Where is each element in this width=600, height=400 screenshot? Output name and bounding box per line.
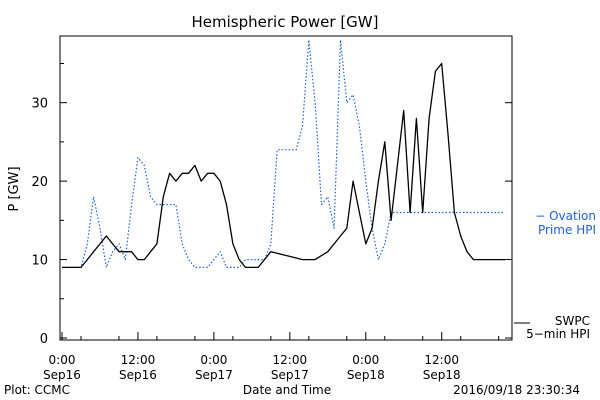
x-tick-label-time: 0:00 xyxy=(49,353,76,367)
swpc-series-line xyxy=(62,62,505,269)
y-tick-label: 0 xyxy=(40,332,48,347)
x-tick-label-date: Sep16 xyxy=(119,368,157,382)
y-axis: 0 10 20 30 xyxy=(31,62,512,347)
swpc-series xyxy=(62,62,505,269)
footer-left: Plot: CCMC xyxy=(4,383,70,397)
x-tick-label-time: 12:00 xyxy=(273,353,308,367)
x-axis: 0:00Sep1612:00Sep160:00Sep1712:00Sep170:… xyxy=(43,332,500,382)
x-tick-label-date: Sep17 xyxy=(271,368,309,382)
x-tick-label-date: Sep18 xyxy=(347,368,385,382)
y-tick-label: 10 xyxy=(31,254,48,269)
x-tick-label-time: 0:00 xyxy=(352,353,379,367)
y-tick-label: 30 xyxy=(31,97,48,112)
x-tick-label-time: 12:00 xyxy=(121,353,156,367)
footer-right: 2016/09/18 23:30:34 xyxy=(453,383,580,397)
x-tick-label-date: Sep17 xyxy=(195,368,233,382)
legend-swpc-label: SWPC xyxy=(555,314,590,328)
y-axis-label: P [GW] xyxy=(7,166,22,211)
x-tick-label-time: 12:00 xyxy=(424,353,459,367)
plot-frame xyxy=(59,35,513,341)
ovation-prime-series xyxy=(62,39,505,268)
y-tick-label: 20 xyxy=(31,175,48,190)
legend-ovation-label: − Ovation xyxy=(535,209,596,223)
ovation-series-line xyxy=(62,39,505,268)
x-axis-label: Date and Time xyxy=(243,383,331,397)
chart-title: Hemispheric Power [GW] xyxy=(192,13,379,31)
x-tick-label-time: 0:00 xyxy=(200,353,227,367)
x-tick-label-date: Sep18 xyxy=(423,368,461,382)
legend-ovation-label: Prime HPI xyxy=(538,223,596,237)
legend-swpc-label: 5−min HPI xyxy=(526,327,590,341)
x-tick-label-date: Sep16 xyxy=(43,368,81,382)
